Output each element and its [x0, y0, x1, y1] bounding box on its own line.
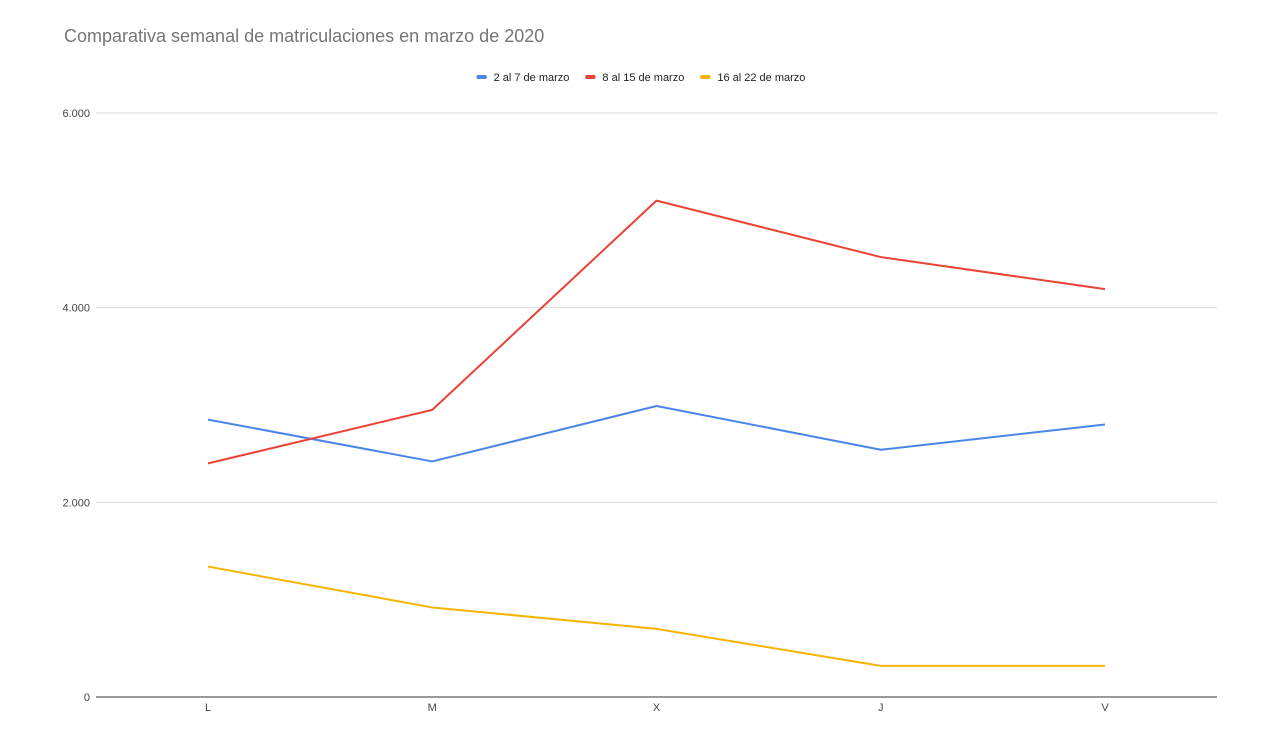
y-axis-ticks: 0 2.000 4.000 6.000 [62, 108, 90, 704]
data-point [206, 461, 211, 466]
data-point [654, 403, 659, 408]
data-point [878, 447, 883, 452]
legend-label: 16 al 22 de marzo [717, 72, 805, 84]
data-point [878, 255, 883, 260]
data-point [206, 564, 211, 569]
x-tick-label: V [1101, 702, 1109, 714]
x-tick-label: L [205, 702, 211, 714]
legend-swatch [700, 75, 711, 79]
legend[interactable]: 2 al 7 de marzo 8 al 15 de marzo 16 al 22 … [476, 72, 806, 84]
chart-title: Comparativa semanal de matriculaciones e… [64, 26, 545, 46]
data-point [430, 407, 435, 412]
legend-swatch [476, 75, 487, 79]
grid-lines [96, 112, 1217, 503]
legend-swatch [585, 75, 596, 79]
data-point [878, 663, 883, 668]
series-lines [206, 198, 1108, 668]
data-point [430, 605, 435, 610]
series-line-2 [207, 199, 1106, 465]
data-point [430, 459, 435, 464]
data-point [1103, 663, 1108, 668]
data-point [654, 198, 659, 203]
legend-item[interactable]: 8 al 15 de marzo [585, 72, 684, 84]
legend-label: 2 al 7 de marzo [494, 72, 570, 84]
y-tick-label: 0 [84, 692, 90, 704]
series-line-1 [207, 404, 1106, 463]
data-point [1103, 422, 1108, 427]
series-line-3 [207, 565, 1105, 667]
data-point [206, 417, 211, 422]
x-tick-label: M [428, 702, 437, 714]
legend-item[interactable]: 16 al 22 de marzo [700, 72, 805, 84]
legend-label: 8 al 15 de marzo [602, 72, 684, 84]
y-tick-label: 6.000 [62, 108, 90, 120]
x-tick-label: X [653, 702, 661, 714]
x-tick-label: J [878, 702, 884, 714]
y-tick-label: 4.000 [62, 303, 90, 315]
data-point [654, 626, 659, 631]
legend-item[interactable]: 2 al 7 de marzo [476, 72, 570, 84]
y-tick-label: 2.000 [62, 497, 90, 509]
data-point [1103, 287, 1108, 292]
